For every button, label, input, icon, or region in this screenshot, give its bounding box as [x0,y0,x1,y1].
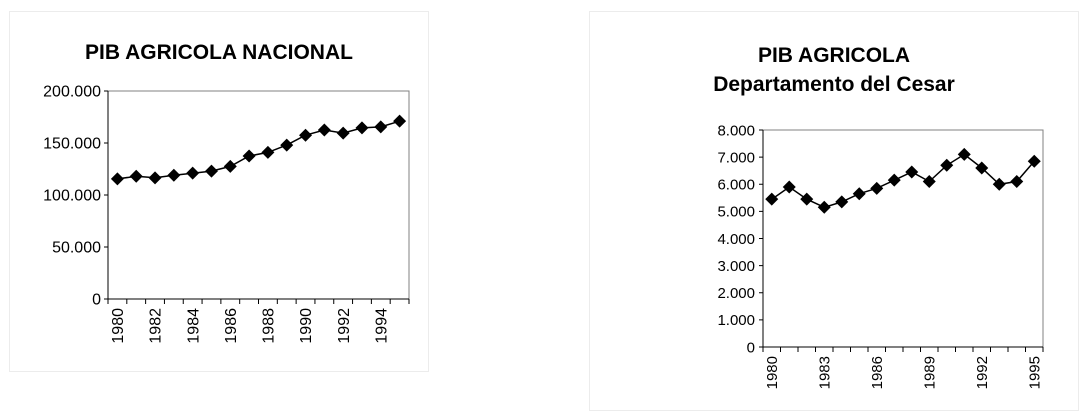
data-point [167,168,181,182]
y-tick-label: 6.000 [717,177,755,194]
data-point [817,200,831,214]
plot-area [107,90,410,300]
data-point [852,187,866,201]
x-tick-label: 1992 [974,356,991,389]
data-point [204,164,218,178]
y-tick-label: 100.000 [43,188,101,205]
x-tick-label: 1986 [869,356,886,389]
data-point [299,128,313,142]
data-point [148,171,162,185]
data-point [992,177,1006,191]
data-point [782,180,796,194]
y-tick-label: 200.000 [43,84,101,101]
data-point [905,165,919,179]
data-point [261,145,275,159]
data-point [186,166,200,180]
data-point [280,138,294,152]
series-line [117,120,400,180]
x-tick-label: 1980 [110,308,127,344]
data-point [317,123,331,137]
y-tick-label: 1.000 [717,312,755,329]
data-point [336,126,350,140]
data-point [922,175,936,189]
x-tick-label: 1984 [185,308,202,344]
data-point [223,159,237,173]
data-point [957,147,971,161]
data-point [940,158,954,172]
chart-panel-nacional: PIB AGRICOLA NACIONAL 0 50.000 100.000 150.… [9,11,429,372]
x-tick-label: 1983 [817,356,834,389]
x-tick-label: 1982 [148,308,165,344]
data-point [835,195,849,209]
data-point [870,181,884,195]
chart-cesar: 0 1.000 2.000 3.000 4.000 5.000 6.000 7.000 8.00… [717,122,1044,389]
x-tick-label: 1990 [298,308,315,344]
data-point [129,169,143,183]
data-point [887,173,901,187]
data-point [393,114,407,128]
chart-nacional: 0 50.000 100.000 150.000 200.000 1980 1982 1984… [43,84,410,344]
data-point [374,120,388,134]
x-tick-label: 1994 [373,308,390,344]
x-tick-label: 1992 [336,308,353,344]
x-tick-label: 1980 [764,356,781,389]
y-tick-label: 3.000 [717,258,755,275]
data-point [110,172,124,186]
y-tick-label: 5.000 [717,204,755,221]
y-tick-label: 150.000 [43,136,101,153]
chart-panel-cesar: PIB AGRICOLA Departamento del Cesar 0 1.0… [589,11,1079,411]
y-tick-label: 8.000 [717,122,755,139]
data-point [800,192,814,206]
y-tick-label: 7.000 [717,149,755,166]
x-tick-label: 1989 [922,356,939,389]
x-tick-label: 1988 [261,308,278,344]
plot-area [762,129,1044,348]
y-tick-label: 50.000 [52,240,101,257]
chart-title: PIB AGRICOLA [757,44,911,67]
x-tick-label: 1986 [223,308,240,344]
y-tick-label: 2.000 [717,285,755,302]
series-line [771,153,1035,209]
y-tick-label: 4.000 [717,231,755,248]
y-tick-label: 0 [747,339,755,356]
chart-subtitle: Departamento del Cesar [713,73,955,96]
x-tick-label: 1995 [1027,356,1044,389]
data-point [1010,175,1024,189]
y-tick-label: 0 [92,292,101,309]
chart-title: PIB AGRICOLA NACIONAL [85,41,353,64]
data-point [242,149,256,163]
data-point [1027,154,1041,168]
data-point [765,192,779,206]
data-point [975,161,989,175]
data-point [355,121,369,135]
